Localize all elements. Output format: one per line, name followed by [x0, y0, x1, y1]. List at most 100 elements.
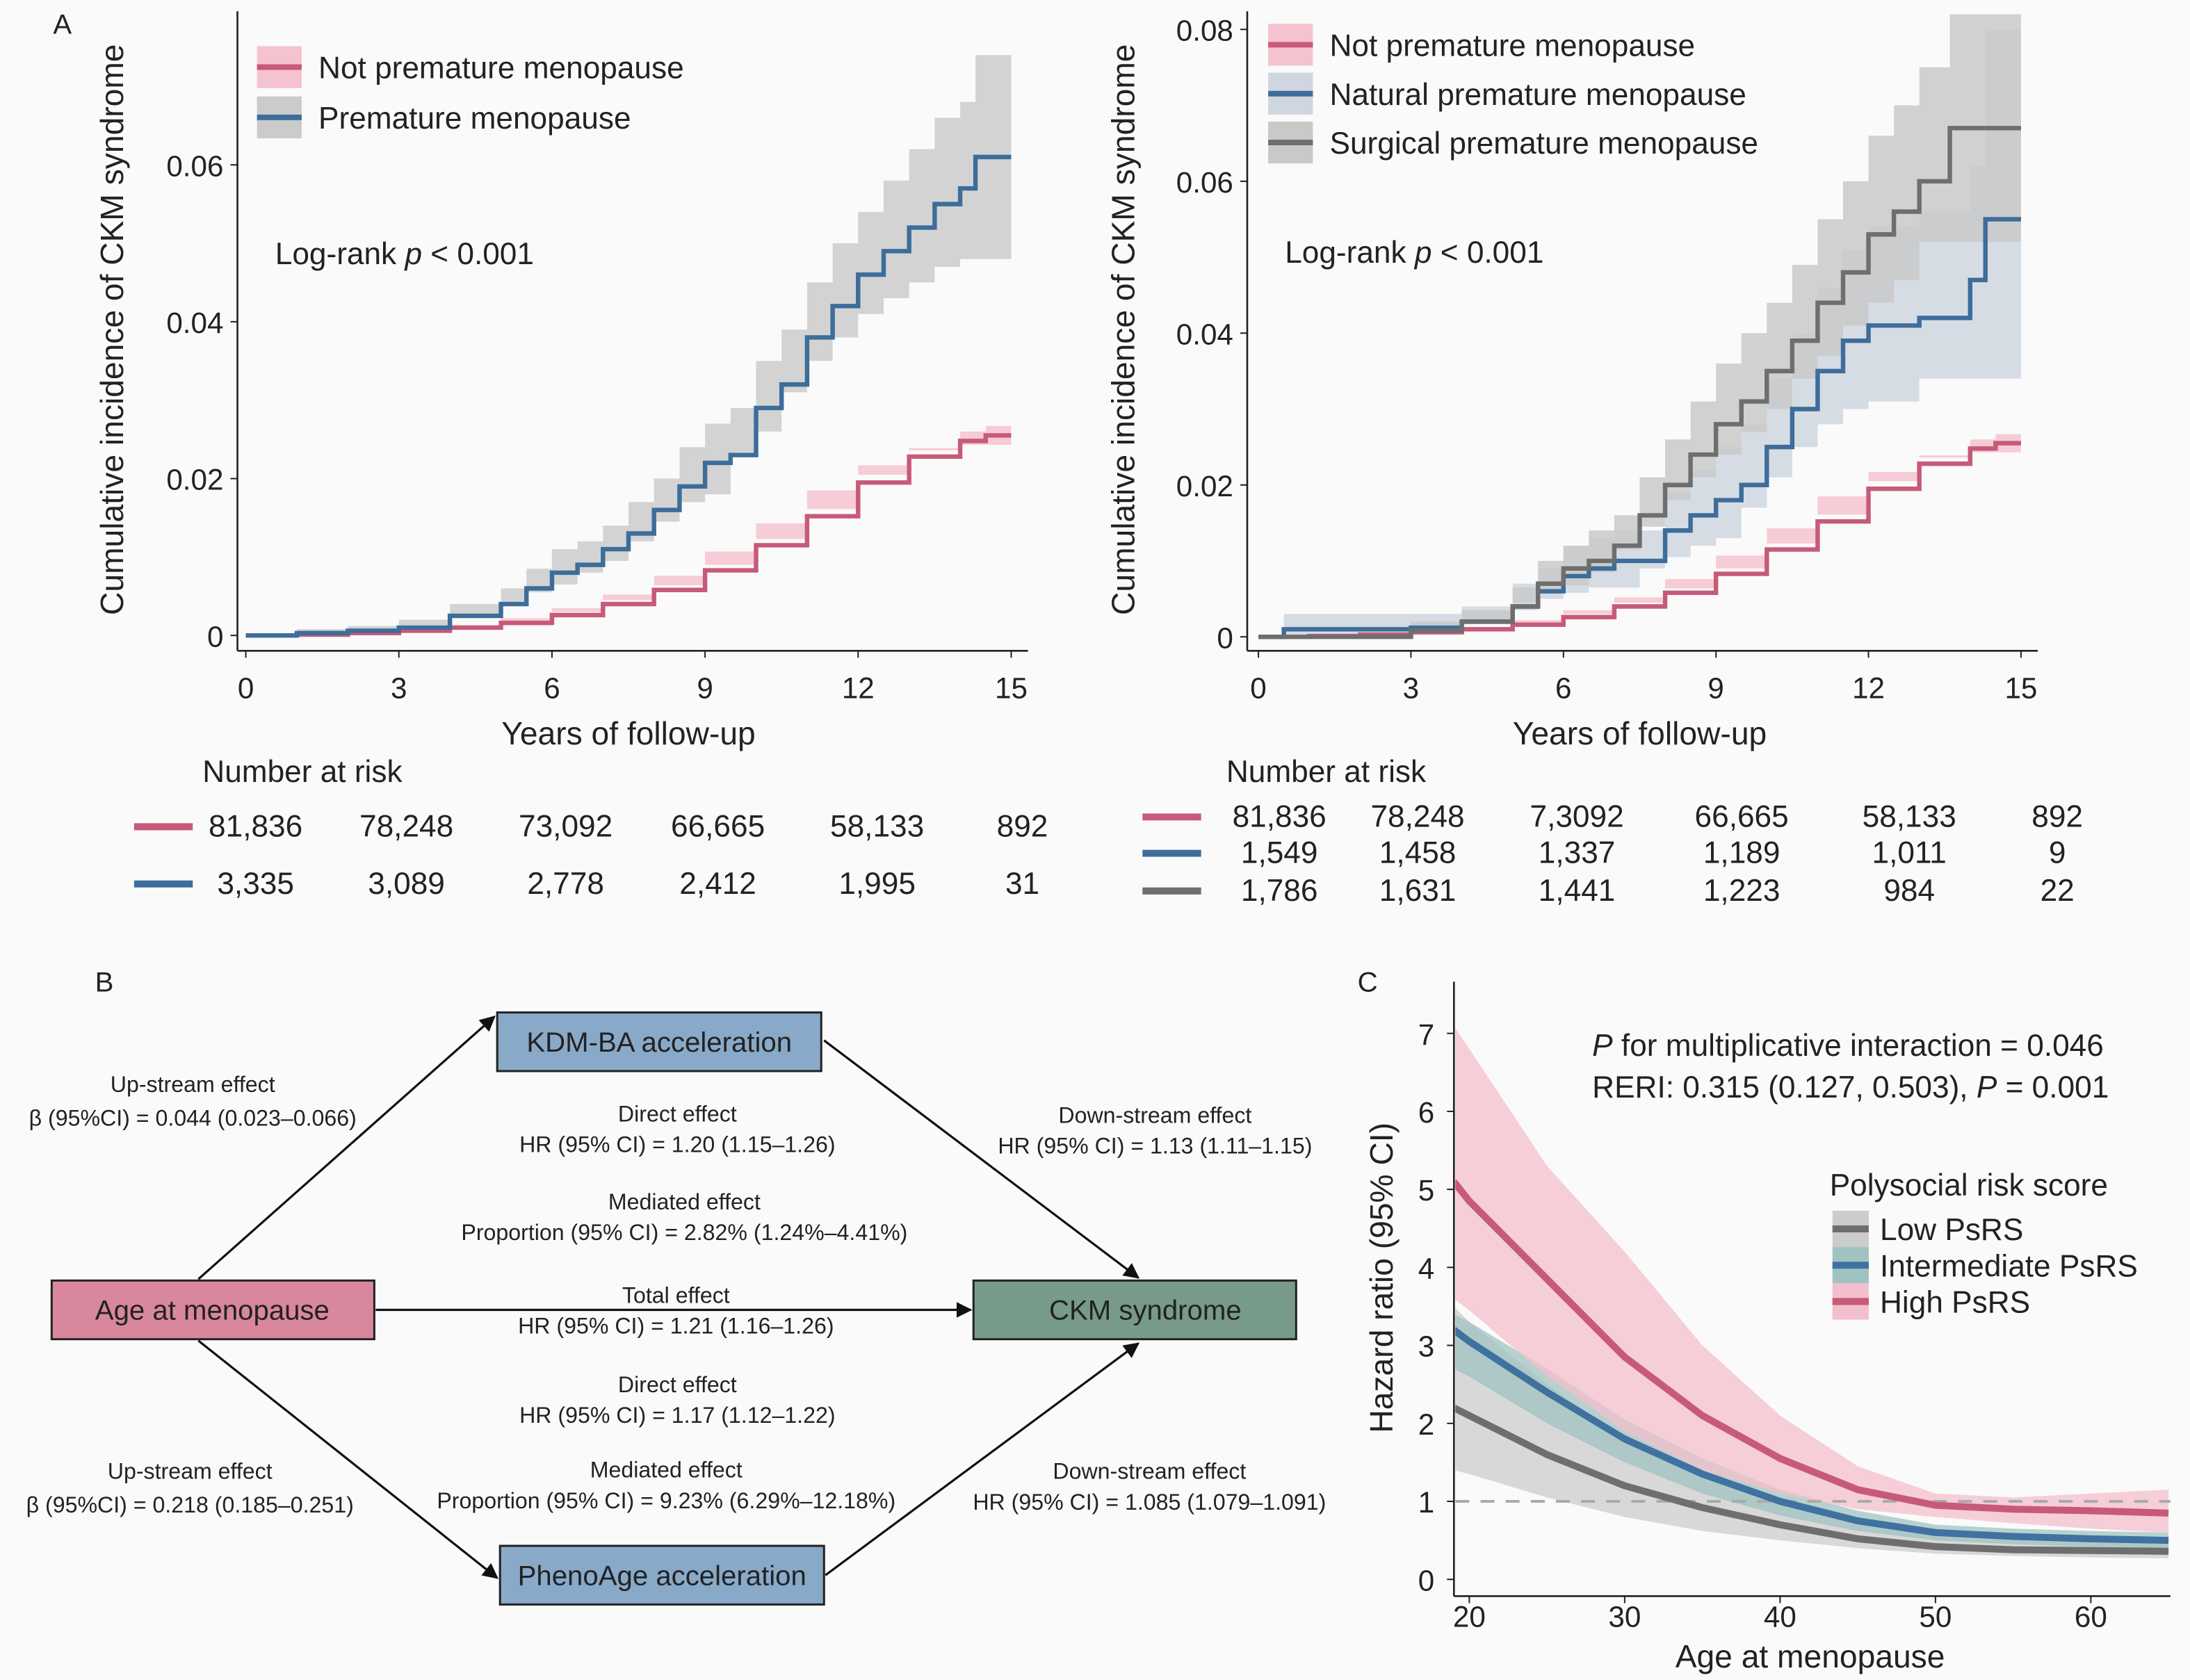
risk-count: 1,223 [1703, 874, 1781, 908]
y-tick-label: 0 [1418, 1564, 1434, 1597]
downstream2-title: Down-stream effect [1053, 1459, 1246, 1484]
legend-item: Premature menopause [257, 96, 631, 139]
log-rank-annotation: Log-rank p < 0.001 [1285, 236, 1543, 270]
legend-label: Natural premature menopause [1330, 78, 1746, 112]
node-ckm-syndrome: CKM syndrome [972, 1279, 1297, 1341]
direct2-title: Direct effect [618, 1372, 737, 1397]
direct1-title: Direct effect [618, 1101, 737, 1126]
y-tick-label: 5 [1418, 1174, 1434, 1207]
annotation-text: RERI: 0.315 (0.127, 0.503), [1592, 1070, 1977, 1104]
ci-band-0 [1455, 1307, 2169, 1558]
node-kdm-ba-label: KDM-BA acceleration [526, 1027, 792, 1058]
risk-count: 1,458 [1379, 836, 1457, 870]
arrow-kdm-to-ckm [823, 1039, 1140, 1279]
risk-count: 3,335 [217, 867, 294, 901]
y-tick-label: 6 [1418, 1096, 1434, 1129]
legend-item: High PsRS [1832, 1283, 2030, 1320]
annotation-p: p [1413, 236, 1432, 270]
series-line-1 [245, 154, 1012, 638]
x-tick-label: 40 [1764, 1601, 1796, 1633]
y-tick-label: 0.08 [1176, 14, 1233, 47]
risk-count: 1,995 [838, 867, 916, 901]
risk-count: 1,011 [1872, 836, 1947, 870]
legend-item: Surgical premature menopause [1268, 121, 1759, 164]
y-axis-label: Cumulative incidence of CKM syndrome [94, 44, 130, 615]
annotation-p: P [1977, 1070, 1997, 1104]
direct1-value: HR (95% CI) = 1.20 (1.15–1.26) [519, 1132, 835, 1157]
risk-count: 31 [1005, 867, 1039, 901]
node-age-label: Age at menopause [95, 1295, 330, 1326]
y-tick-label: 0.04 [166, 307, 223, 339]
risk-count: 58,133 [830, 809, 924, 843]
series-line-1 [1455, 1327, 2169, 1544]
upstream2-value: β (95%CI) = 0.218 (0.185–0.251) [26, 1492, 354, 1517]
risk-count: 892 [997, 809, 1048, 843]
annotation-text: = 0.001 [1997, 1070, 2109, 1104]
risk-count: 2,412 [679, 867, 756, 901]
risk-count: 66,665 [1695, 799, 1789, 833]
risk-count: 1,189 [1703, 836, 1781, 870]
x-tick-label: 9 [697, 672, 713, 705]
risk-table-title: Number at risk [1226, 755, 1427, 789]
risk-count: 1,337 [1539, 836, 1616, 870]
total-value: HR (95% CI) = 1.21 (1.16–1.26) [518, 1314, 834, 1339]
risk-count: 7,3092 [1530, 799, 1624, 833]
downstream1-title: Down-stream effect [1058, 1102, 1251, 1127]
risk-count: 73,092 [519, 809, 613, 843]
legend-label: Low PsRS [1880, 1213, 2023, 1247]
risk-count: 78,248 [359, 809, 453, 843]
legend-item: Not premature menopause [257, 46, 684, 88]
risk-count: 2,778 [527, 867, 604, 901]
risk-count: 1,441 [1539, 874, 1616, 908]
node-kdm-ba: KDM-BA acceleration [496, 1011, 822, 1073]
plot-area [245, 55, 1012, 638]
y-tick-label: 0 [207, 620, 223, 653]
legend-item: Natural premature menopause [1268, 72, 1746, 115]
annotation-text: for multiplicative interaction = 0.046 [1613, 1029, 2104, 1063]
total-title: Total effect [622, 1282, 730, 1307]
risk-count: 58,133 [1863, 799, 1956, 833]
y-axis-label: Cumulative incidence of CKM syndrome [1105, 44, 1141, 615]
hazard-ratio-chart: 20 30 40 50 60 0 1 2 3 4 5 6 7 Age at menopause Hazard… [1363, 981, 2171, 1674]
risk-count: 1,549 [1241, 836, 1318, 870]
km-chart-premature-type: 0 3 6 9 12 15 0 0.02 0.04 0.06 0.08 Years of follow… [1105, 11, 2083, 908]
legend-item: Intermediate PsRS [1832, 1247, 2138, 1284]
y-tick-label: 2 [1418, 1408, 1434, 1441]
mediated2-title: Mediated effect [590, 1458, 743, 1483]
legend-label: High PsRS [1880, 1286, 2030, 1320]
risk-count: 81,836 [1233, 799, 1327, 833]
x-tick-label: 12 [842, 672, 875, 705]
reri-annotation: RERI: 0.315 (0.127, 0.503), P = 0.001 [1592, 1070, 2109, 1104]
mediated2-value: Proportion (95% CI) = 9.23% (6.29%–12.18… [437, 1488, 895, 1513]
x-tick-label: 0 [238, 672, 254, 705]
panel-label-b: B [95, 966, 114, 997]
annotation-p: P [1592, 1029, 1613, 1063]
y-tick-label: 0.02 [166, 464, 223, 496]
legend-label: Not premature menopause [318, 51, 684, 85]
x-tick-label: 15 [2004, 672, 2037, 705]
downstream1-value: HR (95% CI) = 1.13 (1.11–1.15) [998, 1134, 1312, 1159]
x-tick-label: 9 [1708, 672, 1723, 705]
arrow-pheno-to-ckm [825, 1342, 1140, 1576]
y-tick-label: 7 [1418, 1018, 1434, 1051]
panel-label-a: A [53, 8, 72, 40]
upstream2-title: Up-stream effect [108, 1459, 273, 1484]
arrow-age-to-pheno [197, 1339, 498, 1579]
x-axis-label: Age at menopause [1676, 1638, 1945, 1674]
node-ckm-label: CKM syndrome [1049, 1295, 1242, 1326]
x-tick-label: 0 [1250, 672, 1266, 705]
risk-count: 3,089 [368, 867, 445, 901]
upstream1-value: β (95%CI) = 0.044 (0.023–0.066) [29, 1105, 357, 1130]
mediated1-title: Mediated effect [608, 1189, 761, 1214]
annotation-p: p [403, 237, 422, 271]
risk-count: 1,631 [1379, 874, 1457, 908]
upstream1-title: Up-stream effect [111, 1072, 275, 1097]
risk-count: 892 [2031, 799, 2083, 833]
node-age-at-menopause: Age at menopause [50, 1279, 375, 1341]
interaction-annotation: P for multiplicative interaction = 0.046 [1592, 1029, 2104, 1063]
ci-band-2 [1455, 1027, 2169, 1533]
risk-count: 22 [2041, 874, 2075, 908]
legend-label: Surgical premature menopause [1330, 127, 1759, 161]
risk-count: 81,836 [209, 809, 302, 843]
